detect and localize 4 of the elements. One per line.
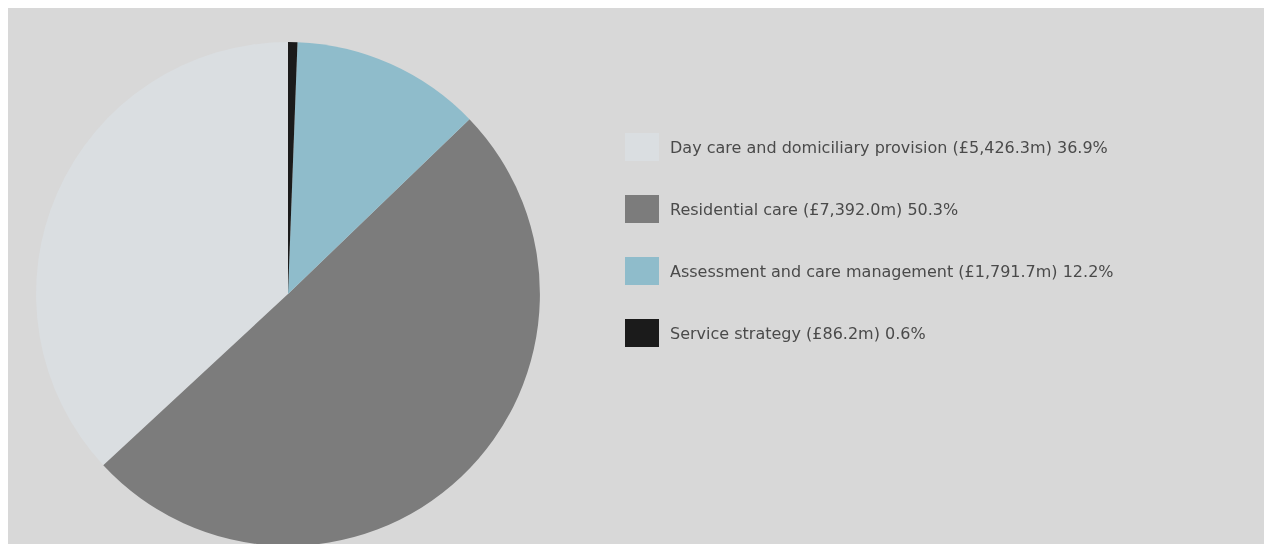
legend-label: Service strategy (£86.2m) 0.6% [670, 323, 926, 343]
legend-label: Residential care (£7,392.0m) 50.3% [670, 199, 959, 219]
legend-label: Day care and domiciliary provision (£5,426.3m) 36.9% [670, 137, 1108, 157]
legend-label: Assessment and care management (£1,791.7m) 12.2% [670, 261, 1114, 281]
